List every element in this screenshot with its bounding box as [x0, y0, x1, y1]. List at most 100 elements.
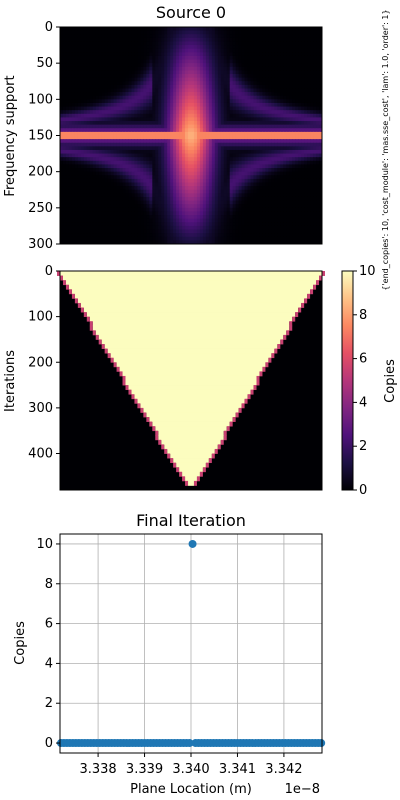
source-cell: [75, 49, 78, 53]
source-cell: [313, 31, 316, 35]
source-cell: [75, 186, 78, 190]
source-cell: [167, 146, 170, 150]
source-cell: [313, 175, 316, 179]
source-cell: [227, 38, 230, 42]
source-cell: [316, 146, 319, 150]
source-cell: [242, 219, 245, 223]
source-cell: [143, 143, 146, 147]
source-cell: [203, 201, 206, 205]
source-cell: [277, 186, 280, 190]
source-cell: [111, 52, 114, 56]
source-cell: [310, 226, 313, 230]
source-cell: [72, 85, 75, 89]
source-cell: [206, 143, 209, 147]
source-cell: [81, 117, 84, 121]
source-cell: [63, 41, 66, 45]
source-cell: [72, 60, 75, 64]
source-cell: [93, 88, 96, 92]
source-cell: [218, 150, 221, 154]
source-cell: [262, 96, 265, 100]
source-cell: [206, 92, 209, 96]
source-cell: [280, 201, 283, 205]
source-cell: [316, 121, 319, 125]
source-cell: [158, 70, 161, 74]
source-cell: [126, 197, 129, 201]
source-cell: [185, 107, 188, 111]
source-cell: [143, 31, 146, 35]
source-cell: [286, 208, 289, 212]
source-cell: [93, 125, 96, 129]
source-cell: [137, 67, 140, 71]
source-cell: [161, 121, 164, 125]
source-cell: [120, 74, 123, 78]
source-cell: [289, 70, 292, 74]
source-cell: [197, 132, 200, 136]
source-cell: [277, 128, 280, 132]
source-cell: [239, 197, 242, 201]
source-cell: [140, 81, 143, 85]
source-cell: [280, 103, 283, 107]
source-cell: [155, 197, 158, 201]
source-cell: [60, 197, 63, 201]
source-cell: [289, 92, 292, 96]
source-cell: [185, 222, 188, 226]
source-cell: [134, 143, 137, 147]
source-cell: [134, 81, 137, 85]
source-cell: [295, 110, 298, 114]
source-cell: [307, 201, 310, 205]
source-cell: [102, 226, 105, 230]
source-cell: [179, 183, 182, 187]
source-cell: [206, 183, 209, 187]
source-cell: [286, 121, 289, 125]
source-cell: [146, 49, 149, 53]
source-cell: [81, 99, 84, 103]
source-cell: [90, 70, 93, 74]
source-cell: [117, 81, 120, 85]
source-cell: [161, 117, 164, 121]
source-cell: [233, 136, 236, 140]
source-cell: [245, 31, 248, 35]
source-cell: [128, 74, 131, 78]
source-cell: [239, 38, 242, 42]
source-cell: [254, 172, 257, 176]
source-cell: [316, 96, 319, 100]
source-cell: [239, 121, 242, 125]
source-cell: [131, 161, 134, 165]
source-cell: [134, 164, 137, 168]
source-cell: [194, 49, 197, 53]
source-cell: [292, 139, 295, 143]
source-cell: [233, 208, 236, 212]
source-cell: [242, 211, 245, 215]
source-cell: [72, 193, 75, 197]
source-cell: [274, 197, 277, 201]
source-cell: [292, 41, 295, 45]
source-cell: [84, 85, 87, 89]
source-cell: [307, 67, 310, 71]
source-cell: [102, 34, 105, 38]
source-cell: [313, 85, 316, 89]
source-cell: [224, 172, 227, 176]
source-cell: [298, 70, 301, 74]
source-cell: [128, 222, 131, 226]
source-cell: [233, 201, 236, 205]
source-cell: [197, 172, 200, 176]
source-cell: [283, 31, 286, 35]
source-cell: [99, 139, 102, 143]
source-cell: [185, 49, 188, 53]
source-cell: [182, 49, 185, 53]
source-cell: [194, 197, 197, 201]
source-cell: [257, 125, 260, 129]
source-cell: [155, 226, 158, 230]
source-cell: [161, 190, 164, 194]
source-cell: [87, 117, 90, 121]
source-cell: [227, 117, 230, 121]
source-cell: [143, 74, 146, 78]
source-cell: [304, 125, 307, 129]
source-cell: [248, 215, 251, 219]
source-cell: [295, 211, 298, 215]
source-cell: [257, 139, 260, 143]
source-cell: [158, 154, 161, 158]
source-cell: [254, 121, 257, 125]
source-cell: [218, 114, 221, 118]
source-cell: [60, 215, 63, 219]
